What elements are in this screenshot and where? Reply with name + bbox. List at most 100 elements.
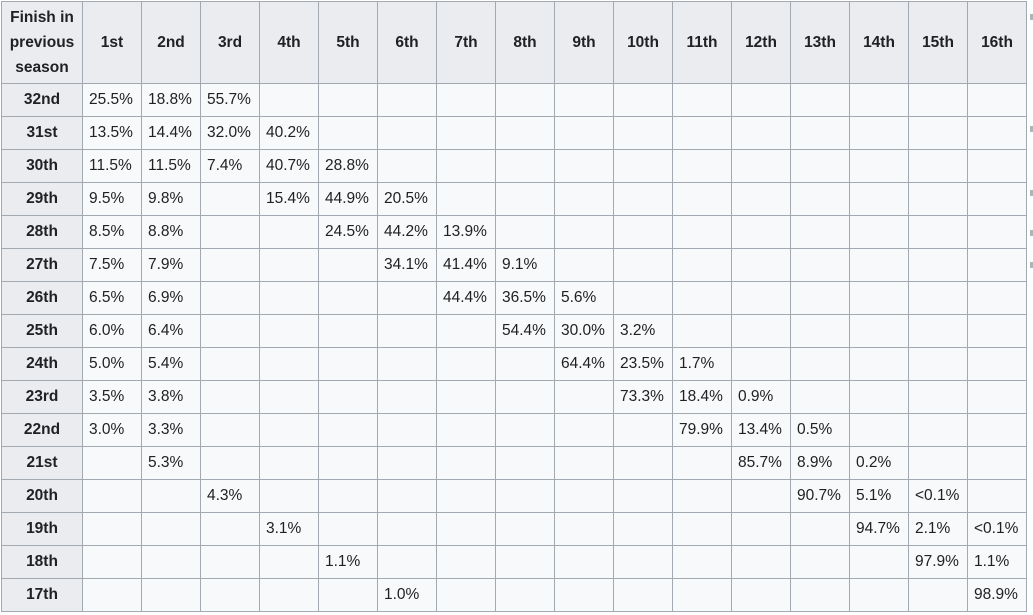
odds-cell (790, 347, 850, 381)
odds-cell (731, 281, 791, 315)
odds-cell (436, 347, 496, 381)
odds-cell: 98.9% (967, 578, 1027, 612)
odds-cell (200, 281, 260, 315)
odds-cell (200, 512, 260, 546)
odds-cell (967, 215, 1027, 249)
odds-cell: 3.3% (141, 413, 201, 447)
odds-cell (672, 578, 732, 612)
table-body: 32nd 25.5% 18.8% 55.7% 31st 13.5% 14.4% 32.0% 40… (1, 83, 1027, 612)
odds-cell (790, 281, 850, 315)
odds-cell (790, 545, 850, 579)
odds-cell: 44.2% (377, 215, 437, 249)
odds-cell (790, 248, 850, 282)
odds-cell (967, 248, 1027, 282)
odds-cell: 41.4% (436, 248, 496, 282)
odds-cell: 6.5% (82, 281, 142, 315)
column-header: 1st (82, 1, 142, 84)
odds-cell (259, 215, 319, 249)
odds-cell (672, 116, 732, 150)
odds-cell (672, 479, 732, 513)
odds-cell (377, 116, 437, 150)
odds-cell (200, 578, 260, 612)
odds-cell (377, 83, 437, 117)
odds-cell (908, 347, 968, 381)
odds-cell (259, 446, 319, 480)
odds-cell (790, 380, 850, 414)
odds-cell (849, 380, 909, 414)
odds-cell (613, 83, 673, 117)
odds-cell: 1.1% (318, 545, 378, 579)
odds-cell (790, 182, 850, 216)
header-row: Finish in previous season 1st 2nd 3rd 4t… (1, 1, 1027, 84)
odds-cell (613, 413, 673, 447)
odds-cell (318, 83, 378, 117)
column-header: 16th (967, 1, 1027, 84)
odds-cell (908, 413, 968, 447)
odds-cell (849, 116, 909, 150)
odds-cell (849, 578, 909, 612)
odds-cell (613, 512, 673, 546)
odds-cell (849, 248, 909, 282)
odds-cell (200, 182, 260, 216)
odds-cell (908, 380, 968, 414)
odds-cell (495, 479, 555, 513)
odds-cell: 8.9% (790, 446, 850, 480)
odds-cell (613, 149, 673, 183)
row-header: 19th (1, 512, 83, 546)
odds-cell (790, 512, 850, 546)
odds-cell (967, 83, 1027, 117)
odds-cell (436, 512, 496, 546)
odds-cell (790, 215, 850, 249)
table-row: 18th 1.1% 97.9% 1.1% (1, 545, 1027, 579)
table-row: 22nd 3.0% 3.3% 79.9% 13.4% 0.5% (1, 413, 1027, 447)
odds-cell (790, 149, 850, 183)
odds-cell (731, 545, 791, 579)
row-header: 23rd (1, 380, 83, 414)
row-header: 17th (1, 578, 83, 612)
row-header: 20th (1, 479, 83, 513)
odds-cell (436, 182, 496, 216)
odds-cell (495, 116, 555, 150)
odds-cell (849, 83, 909, 117)
odds-cell: 1.1% (967, 545, 1027, 579)
column-header: 10th (613, 1, 673, 84)
odds-cell (967, 182, 1027, 216)
odds-cell (318, 446, 378, 480)
table-row: 19th 3.1% 94.7% 2.1% <0.1% (1, 512, 1027, 546)
odds-cell: 44.9% (318, 182, 378, 216)
corner-header-line: previous (9, 34, 75, 51)
odds-cell (436, 413, 496, 447)
odds-cell: 13.5% (82, 116, 142, 150)
odds-cell (613, 116, 673, 150)
odds-cell (318, 479, 378, 513)
table-row: 23rd 3.5% 3.8% 73.3% 18.4% 0.9% (1, 380, 1027, 414)
column-header: 6th (377, 1, 437, 84)
odds-cell (908, 215, 968, 249)
odds-cell (731, 215, 791, 249)
column-header: 4th (259, 1, 319, 84)
odds-cell (908, 446, 968, 480)
odds-cell: 3.0% (82, 413, 142, 447)
odds-cell (495, 83, 555, 117)
column-header: 9th (554, 1, 614, 84)
odds-cell (259, 413, 319, 447)
row-header: 30th (1, 149, 83, 183)
odds-cell (318, 380, 378, 414)
odds-cell (495, 380, 555, 414)
odds-cell: 2.1% (908, 512, 968, 546)
table-row: 26th 6.5% 6.9% 44.4% 36.5% 5.6% (1, 281, 1027, 315)
odds-cell (318, 281, 378, 315)
odds-cell (554, 578, 614, 612)
odds-cell (141, 512, 201, 546)
odds-cell: 30.0% (554, 314, 614, 348)
odds-cell (731, 182, 791, 216)
odds-cell: 85.7% (731, 446, 791, 480)
odds-cell (259, 479, 319, 513)
odds-cell: 3.5% (82, 380, 142, 414)
row-header: 27th (1, 248, 83, 282)
odds-cell (495, 149, 555, 183)
odds-cell (377, 281, 437, 315)
odds-cell (377, 314, 437, 348)
odds-cell (908, 116, 968, 150)
odds-cell (672, 83, 732, 117)
